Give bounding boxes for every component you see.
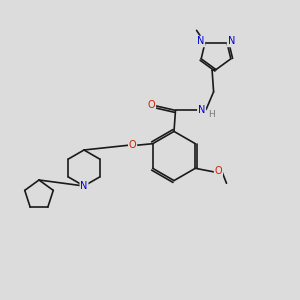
Text: N: N <box>197 37 205 46</box>
Text: H: H <box>208 110 215 119</box>
Text: O: O <box>148 100 155 110</box>
Text: N: N <box>227 37 235 46</box>
Text: O: O <box>129 140 136 150</box>
Text: N: N <box>198 105 205 115</box>
Text: O: O <box>214 166 222 176</box>
Text: N: N <box>80 181 88 191</box>
